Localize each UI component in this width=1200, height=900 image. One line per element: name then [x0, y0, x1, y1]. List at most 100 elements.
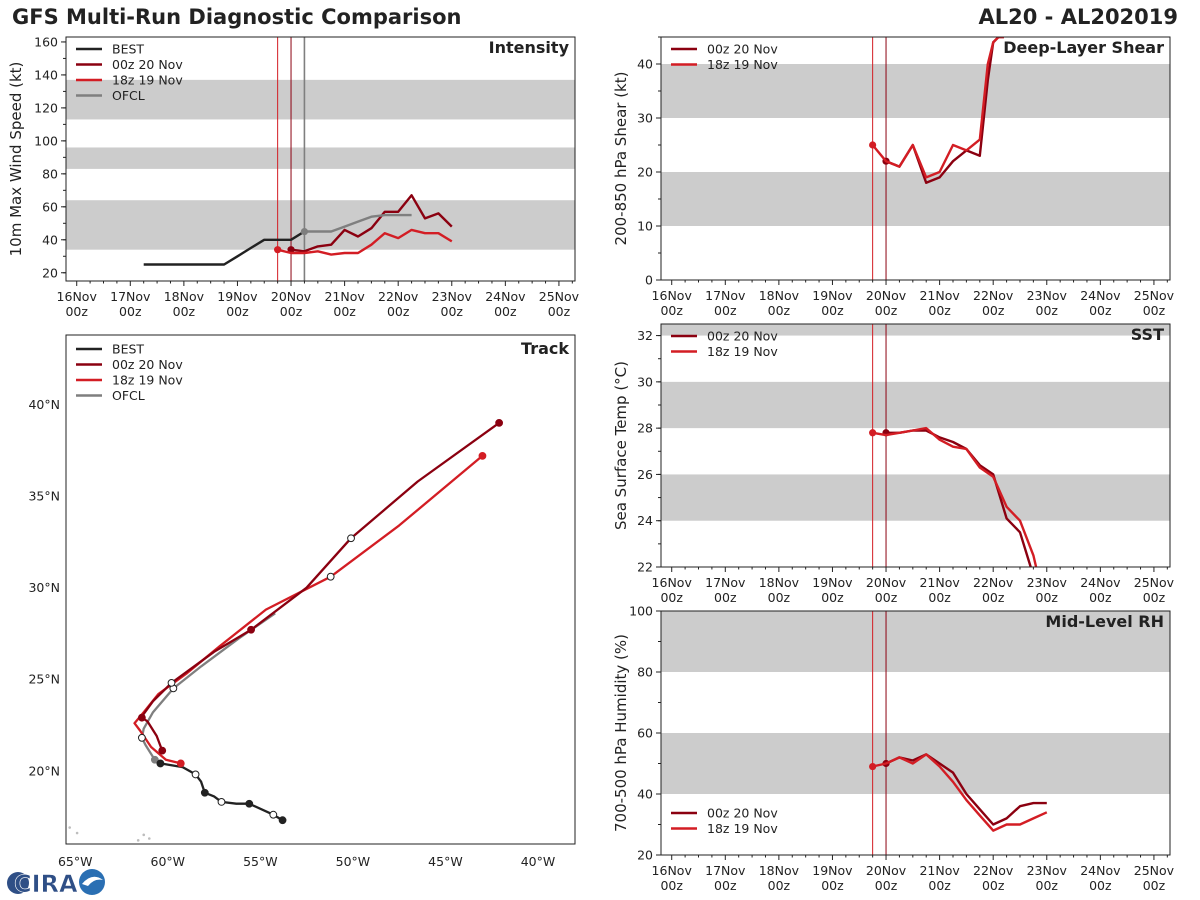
rh-legend-label: 18z 19 Nov [707, 821, 778, 836]
sst-series-run_18z [872, 426, 1038, 567]
intensity-xtick-label: 21Nov 00z [324, 289, 365, 319]
intensity-legend-label: 00z 20 Nov [112, 57, 183, 72]
track-island-2 [136, 839, 140, 842]
cira-logo-globe-left [7, 872, 29, 894]
intensity-ytick-label: 160 [34, 34, 58, 49]
shear-xtick-label: 24Nov 00z [1080, 288, 1121, 318]
shear-y-axis-label: 200-850 hPa Shear (kt) [612, 72, 630, 246]
rh-xtick-label: 25Nov 00z [1134, 863, 1175, 893]
track-xtick-label: 60°W [151, 854, 186, 869]
sst-chart: 22 24 26 28 30 32 16Nov 00z 17Nov 00z 18Nov 00z 19No… [612, 323, 1175, 605]
intensity-panel-title: Intensity [489, 38, 570, 57]
track-ytick-label: 35°N [28, 489, 60, 504]
intensity-ytick-label: 120 [34, 100, 58, 115]
shear-chart: 0 10 20 30 40 16Nov 00z 17Nov 00z 18Nov 00z 19Nov 00… [612, 36, 1175, 318]
sst-xtick-label: 17Nov 00z [705, 575, 746, 605]
shear-ytick-label: 40 [637, 57, 653, 72]
rh-series-run_18z [872, 753, 1048, 832]
track-ytick-label: 40°N [28, 397, 60, 412]
sst-xtick-label: 25Nov 00z [1134, 575, 1175, 605]
intensity-legend-label: 18z 19 Nov [112, 73, 183, 88]
rh-ytick-label: 20 [637, 848, 653, 863]
rh-xtick-label: 24Nov 00z [1080, 863, 1121, 893]
track-chart: 65°W 60°W 55°W 50°W 45°W 40°W 20°N 25°N 30°N 35°N… [28, 334, 576, 869]
sst-band-0 [661, 474, 1170, 521]
track-series-run_00z [140, 421, 500, 752]
track-series-best [158, 762, 284, 822]
intensity-band-0 [66, 200, 575, 250]
intensity-series-group [143, 194, 453, 266]
shear-band-1 [661, 64, 1170, 118]
intensity-band-2 [66, 79, 575, 120]
rh-xtick-label: 23Nov 00z [1027, 863, 1068, 893]
sst-start-point-run_18z [869, 429, 877, 437]
intensity-frame [65, 36, 576, 282]
track-xtick-label: 45°W [428, 854, 463, 869]
sst-xtick-label: 18Nov 00z [759, 575, 800, 605]
rh-series-run_00z [885, 753, 1047, 826]
rh-ytick-label: 100 [629, 604, 653, 619]
rh-xtick-label: 22Nov 00z [973, 863, 1014, 893]
rh-xtick-label: 18Nov 00z [759, 863, 800, 893]
sst-xtick-label: 22Nov 00z [973, 575, 1014, 605]
intensity-y-axis-label: 10m Max Wind Speed (kt) [7, 62, 25, 257]
intensity-xtick-label: 18Nov 00z [164, 289, 205, 319]
track-point-run_00z [495, 418, 504, 427]
sst-y-axis-label: Sea Surface Temp (°C) [612, 361, 630, 530]
intensity-xtick-label: 19Nov 00z [217, 289, 258, 319]
shear-xtick-label: 20Nov 00z [866, 288, 907, 318]
sst-xtick-label: 20Nov 00z [866, 575, 907, 605]
track-point-best [245, 799, 254, 808]
shear-panel-title: Deep-Layer Shear [1003, 38, 1164, 57]
shear-frame [660, 36, 1171, 281]
intensity-start-point-run_18z [274, 246, 282, 254]
track-point-ofcl [137, 733, 146, 742]
storm-id-title: AL20 - AL202019 [978, 5, 1179, 29]
track-point-run_18z [176, 759, 185, 768]
shear-ytick-label: 10 [637, 219, 653, 234]
sst-ytick-label: 30 [637, 374, 653, 389]
track-series-ofcl [140, 612, 276, 761]
shear-xtick-label: 19Nov 00z [812, 288, 853, 318]
intensity-xtick-label: 16Nov 00z [57, 289, 98, 319]
track-point-best [217, 797, 226, 806]
cira-logo-text: CIRA [14, 870, 78, 898]
track-legend-label: 18z 19 Nov [112, 373, 183, 388]
track-frame [65, 334, 576, 845]
intensity-xtick-label: 17Nov 00z [110, 289, 151, 319]
shear-xtick-label: 25Nov 00z [1134, 288, 1175, 318]
rh-xtick-label: 21Nov 00z [919, 863, 960, 893]
intensity-ytick-label: 20 [42, 265, 58, 280]
sst-series-group [869, 426, 1038, 567]
sst-ytick-label: 24 [637, 513, 653, 528]
shear-xtick-label: 18Nov 00z [759, 288, 800, 318]
track-point-best [156, 759, 165, 768]
intensity-ytick-label: 80 [42, 166, 58, 181]
shear-start-point-run_18z [869, 141, 877, 149]
sst-band-2 [661, 324, 1170, 336]
sst-xtick-label: 23Nov 00z [1027, 575, 1068, 605]
rh-band-0 [661, 733, 1170, 794]
shear-series-run_18z [871, 37, 1004, 179]
sst-ytick-label: 26 [637, 467, 653, 482]
track-ytick-label: 25°N [28, 672, 60, 687]
track-xtick-label: 50°W [336, 854, 371, 869]
track-point-best [278, 816, 287, 825]
sst-band-1 [661, 381, 1170, 429]
rh-band-1 [661, 611, 1170, 672]
shear-xtick-label: 21Nov 00z [919, 288, 960, 318]
rh-ytick-label: 80 [637, 665, 653, 680]
intensity-legend-label: OFCL [112, 88, 145, 103]
rh-y-axis-label: 700-500 hPa Humidity (%) [612, 634, 630, 832]
track-point-run_00z [247, 625, 255, 634]
track-point-run_18z [478, 451, 487, 460]
rh-xtick-label: 20Nov 00z [866, 863, 907, 893]
sst-legend-label: 00z 20 Nov [707, 329, 778, 344]
track-island-4 [147, 837, 151, 840]
sst-legend-label: 18z 19 Nov [707, 344, 778, 359]
